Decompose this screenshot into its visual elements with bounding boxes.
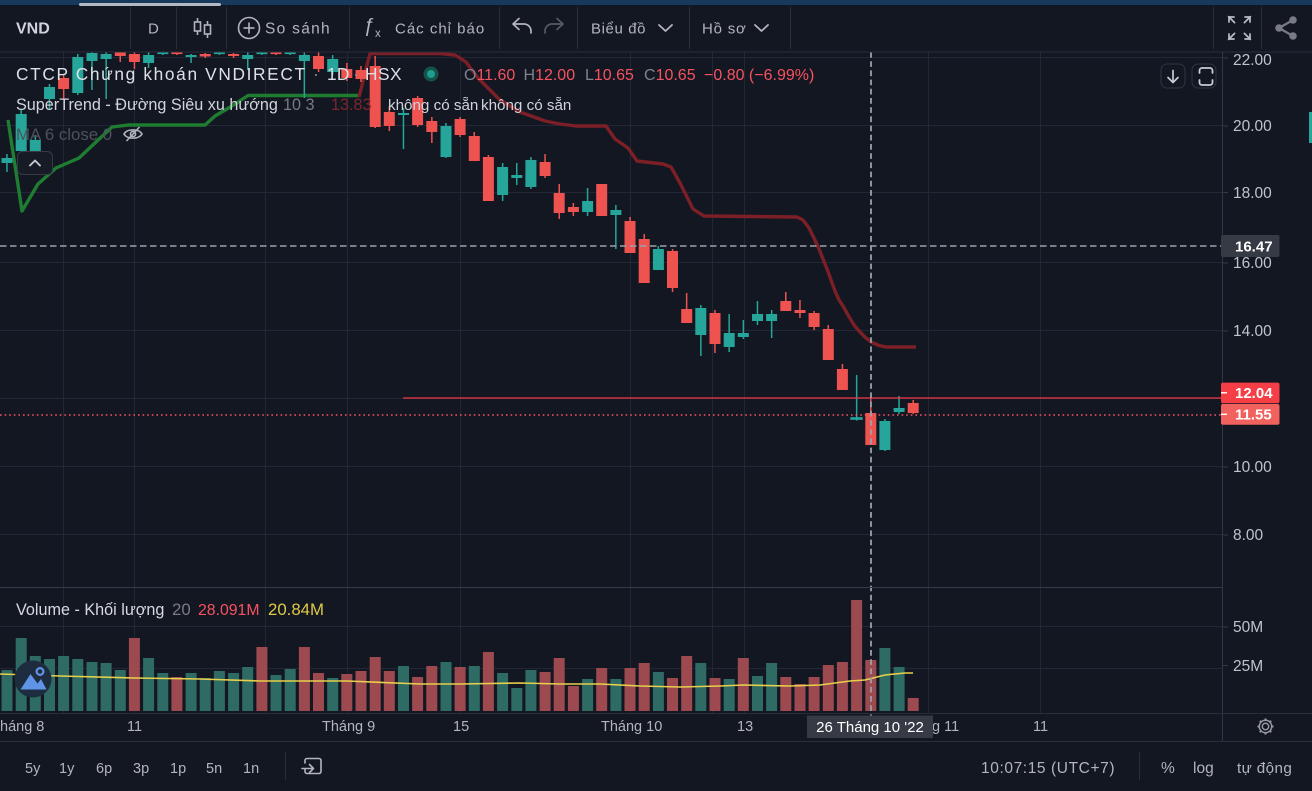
svg-text:5n: 5n <box>206 761 222 777</box>
svg-text:1p: 1p <box>170 761 186 777</box>
svg-text:D: D <box>148 21 159 38</box>
svg-text:ƒ: ƒ <box>364 15 375 37</box>
svg-text:Volume - Khối lượng: Volume - Khối lượng <box>16 601 164 619</box>
svg-text:x: x <box>375 28 381 40</box>
svg-text:14.00: 14.00 <box>1233 323 1272 340</box>
svg-text:%: % <box>1161 760 1175 777</box>
svg-text:11: 11 <box>1033 719 1048 735</box>
svg-text:MA 6 close 0: MA 6 close 0 <box>16 125 112 144</box>
svg-text:tự động: tự động <box>1237 760 1292 777</box>
svg-text:22.00: 22.00 <box>1233 52 1272 69</box>
svg-text:C10.65: C10.65 <box>644 67 696 84</box>
svg-text:25M: 25M <box>1233 658 1263 675</box>
svg-text:H12.00: H12.00 <box>524 67 576 84</box>
svg-text:15: 15 <box>453 719 469 735</box>
svg-text:16.00: 16.00 <box>1233 255 1272 272</box>
svg-text:Hồ sơ: Hồ sơ <box>702 21 747 38</box>
svg-text:10:07:15 (UTC+7): 10:07:15 (UTC+7) <box>981 760 1115 777</box>
svg-text:CTCP Chứng khoán VNDIRECT: CTCP Chứng khoán VNDIRECT <box>16 64 307 84</box>
svg-text:1y: 1y <box>59 761 75 777</box>
svg-text:1D: 1D <box>327 64 350 84</box>
svg-text:không có sẵn: không có sẵn <box>481 97 571 114</box>
svg-text:L10.65: L10.65 <box>585 67 634 84</box>
svg-text:·: · <box>353 64 359 84</box>
svg-text:10 3: 10 3 <box>283 96 315 114</box>
svg-text:11.55: 11.55 <box>1235 407 1272 424</box>
svg-text:13: 13 <box>737 719 753 735</box>
svg-text:Biểu đồ: Biểu đồ <box>591 21 646 38</box>
svg-text:không có sẵn: không có sẵn <box>388 97 478 114</box>
svg-text:Tháng 10: Tháng 10 <box>601 719 662 735</box>
svg-text:6p: 6p <box>96 761 112 777</box>
svg-text:3p: 3p <box>133 761 149 777</box>
svg-text:18.00: 18.00 <box>1233 185 1272 202</box>
svg-text:log: log <box>1193 760 1214 777</box>
svg-text:HSX: HSX <box>365 64 402 84</box>
svg-text:16.47: 16.47 <box>1235 239 1273 256</box>
svg-text:20: 20 <box>172 600 191 619</box>
svg-text:5y: 5y <box>25 761 41 777</box>
svg-text:11: 11 <box>127 719 142 735</box>
svg-text:Tháng 9: Tháng 9 <box>322 719 375 735</box>
svg-text:20.84M: 20.84M <box>268 600 324 619</box>
svg-text:Các chỉ báo: Các chỉ báo <box>395 21 485 38</box>
svg-text:26 Tháng 10 '22: 26 Tháng 10 '22 <box>816 719 924 736</box>
svg-text:28.091M: 28.091M <box>198 602 259 619</box>
svg-text:8.00: 8.00 <box>1233 527 1264 544</box>
svg-text:O11.60: O11.60 <box>464 67 515 84</box>
svg-text:·: · <box>313 64 319 84</box>
svg-text:SuperTrend - Đường Siêu xu hướ: SuperTrend - Đường Siêu xu hướng <box>16 96 278 114</box>
svg-text:50M: 50M <box>1233 619 1263 636</box>
svg-text:−0.80 (−6.99%): −0.80 (−6.99%) <box>704 67 814 84</box>
svg-text:háng 8: háng 8 <box>0 719 44 735</box>
svg-text:1n: 1n <box>243 761 259 777</box>
svg-text:13.83: 13.83 <box>331 96 372 114</box>
svg-text:12.04: 12.04 <box>1235 385 1273 402</box>
svg-text:So sánh: So sánh <box>265 21 331 38</box>
svg-text:10.00: 10.00 <box>1233 459 1272 476</box>
svg-text:20.00: 20.00 <box>1233 118 1272 135</box>
svg-text:VND: VND <box>16 21 50 38</box>
